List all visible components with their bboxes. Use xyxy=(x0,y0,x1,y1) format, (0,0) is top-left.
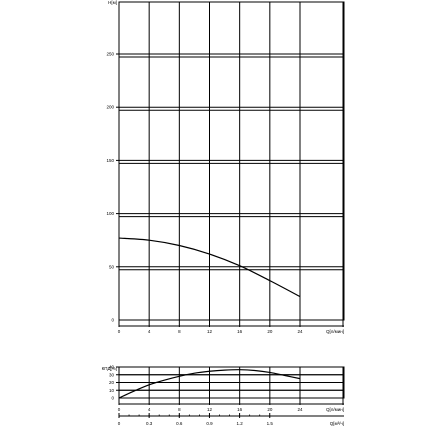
head-chart: 0 50 100 150 200 250 H[м] 0 4 8 12 16 20 24 Q[л/мин] xyxy=(106,0,345,334)
y-axis-label: КПД[%] xyxy=(102,366,117,371)
series-line xyxy=(118,369,301,399)
secondary-tick-label: 0.3 xyxy=(146,421,153,426)
x-tick-label: 4 xyxy=(148,329,151,334)
x-tick-label: 0 xyxy=(118,407,121,412)
y-tick-label: 0 xyxy=(111,396,114,401)
x-axis-label: Q[л/мин] xyxy=(326,329,344,334)
y-tick-label: 40 xyxy=(109,365,115,370)
secondary-tick-label: 1.2 xyxy=(236,421,243,426)
secondary-tick-label: 0.6 xyxy=(176,421,183,426)
secondary-tick-label: 0.9 xyxy=(206,421,213,426)
y-tick-label: 200 xyxy=(106,105,114,110)
y-tick-label: 50 xyxy=(109,264,115,269)
y-tick-label: 100 xyxy=(106,211,114,216)
secondary-axis-label: Q[м³/ч] xyxy=(330,421,344,426)
x-axis-label: Q[л/мин] xyxy=(326,407,344,412)
secondary-tick-label: 0 xyxy=(118,421,121,426)
y-tick-label: 0 xyxy=(111,318,114,323)
x-tick-label: 24 xyxy=(297,329,303,334)
x-tick-label: 16 xyxy=(237,407,243,412)
y-tick-label: 250 xyxy=(106,52,114,57)
y-tick-label: 150 xyxy=(106,158,114,163)
x-tick-label: 8 xyxy=(178,329,181,334)
secondary-tick-label: 1.5 xyxy=(267,421,274,426)
x-tick-label: 0 xyxy=(118,329,121,334)
x-tick-label: 12 xyxy=(207,407,213,412)
x-tick-label: 12 xyxy=(207,329,213,334)
x-tick-label: 4 xyxy=(148,407,151,412)
x-tick-label: 8 xyxy=(178,407,181,412)
x-tick-label: 20 xyxy=(267,407,273,412)
x-tick-label: 20 xyxy=(267,329,273,334)
series-line xyxy=(118,237,301,298)
flow-m3h-axis: 0 0.3 0.6 0.9 1.2 1.5 Q[м³/ч] xyxy=(118,413,344,426)
x-tick-label: 24 xyxy=(297,407,303,412)
plot-frame xyxy=(118,1,345,321)
y-tick-label: 10 xyxy=(109,388,115,393)
y-tick-label: 20 xyxy=(109,380,115,385)
y-tick-label: 30 xyxy=(109,372,115,377)
y-axis-label: H[м] xyxy=(108,0,117,5)
x-tick-label: 16 xyxy=(237,329,243,334)
